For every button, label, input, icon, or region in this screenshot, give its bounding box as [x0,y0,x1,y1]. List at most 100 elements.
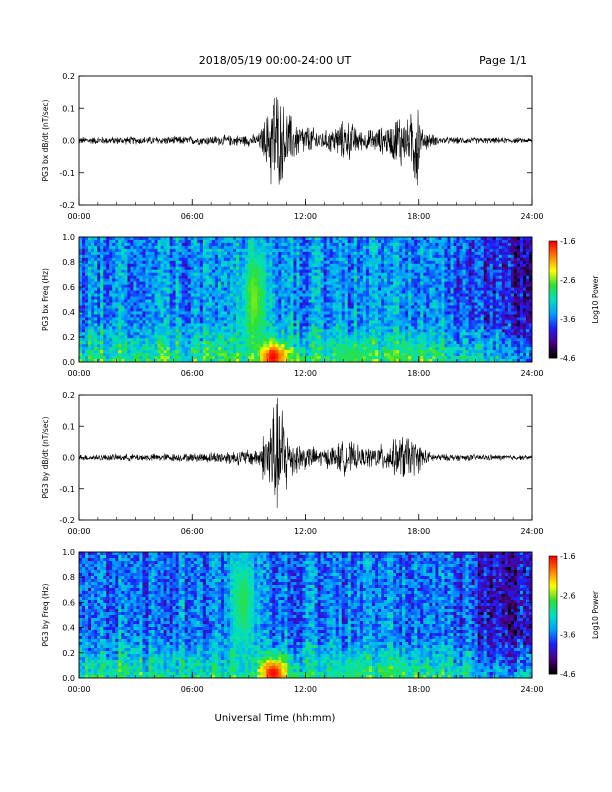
spectrogram-cell [166,311,170,315]
spectrogram-cell [184,323,189,327]
spectrogram-cell [396,281,400,285]
spectrogram-cell [362,308,367,312]
spectrogram-cell [269,266,273,271]
spectrogram-cell [390,335,394,339]
spectrogram-cell [94,305,98,309]
spectrogram-cell [326,338,330,342]
spectrogram-cell [281,335,285,339]
spectrogram-cell [190,350,195,354]
spectrogram-cell [326,278,330,282]
spectrogram-cell [362,275,367,279]
spectrogram-cell [387,242,391,247]
spectrogram-cell [236,347,240,351]
spectrogram-cell [136,314,140,318]
spectrogram-cell [205,314,210,318]
spectrogram-cell [115,275,119,279]
spectrogram-cell [217,242,222,247]
spectrogram-cell [121,344,125,348]
spectrogram-cell [217,314,222,318]
spectrogram-cell [287,263,291,268]
spectrogram-cell [178,338,182,342]
spectrogram-cell [148,263,152,268]
spectrogram-cell [308,296,312,300]
spectrogram-cell [335,269,340,274]
spectrogram-cell [350,296,355,300]
spectrogram-cell [91,260,95,265]
spectrogram-cell [308,323,312,327]
spectrogram-cell [411,338,415,342]
spectrogram-cell [329,332,333,336]
spectrogram-cell [175,278,179,282]
spectrogram-cell [233,237,237,241]
spectrogram-cell [214,245,219,250]
spectrogram-cell [326,272,330,276]
spectrogram-cell [350,338,355,342]
spectrogram-cell [365,272,370,276]
spectrogram-cell [284,287,288,291]
spectrogram-cell [272,359,276,363]
spectrogram-cell [112,269,116,274]
spectrogram-cell [356,275,361,279]
spectrogram-cell [233,290,237,294]
spectrogram-cell [175,305,179,309]
spectrogram-cell [272,299,276,303]
spectrogram-cell [248,248,252,253]
spectrogram-cell [293,287,297,291]
spectrogram-cell [305,320,309,324]
spectrogram-cell [251,245,255,250]
spectrogram-cell [94,332,98,336]
spectrogram-cell [239,290,243,294]
spectrogram-cell [350,239,355,244]
spectrogram-cell [338,239,343,244]
spectrogram-cell [245,284,249,288]
spectrogram-cell [347,305,352,309]
spectrogram-cell [371,353,376,357]
spectrogram-cell [236,275,240,279]
spectrogram-cell [184,287,189,291]
spectrogram-cell [302,314,306,318]
spectrogram-cell [365,359,370,363]
spectrogram-cell [393,332,397,336]
spectrogram-cell [160,296,164,300]
spectrogram-cell [118,257,122,262]
spectrogram-cell [172,251,176,256]
spectrogram-cell [236,284,240,288]
spectrogram-cell [417,314,421,318]
spectrogram-cell [115,350,119,354]
spectrogram-cell [347,302,352,306]
spectrogram-cell [296,335,300,339]
spectrogram-cell [230,293,234,297]
spectrogram-cell [257,275,261,279]
spectrogram-cell [115,341,119,345]
spectrogram-cell [335,290,340,294]
spectrogram-cell [308,308,312,312]
spectrogram-cell [396,290,400,294]
spectrogram-cell [356,302,361,306]
spectrogram-cell [420,284,424,288]
spectrogram-cell [109,293,113,297]
spectrogram-cell [266,332,270,336]
spectrogram-cell [211,266,216,271]
spectrogram-cell [233,293,237,297]
spectrogram-cell [374,272,379,276]
spectrogram-cell [393,248,397,253]
spectrogram-cell [399,332,403,336]
spectrogram-cell [263,320,267,324]
spectrogram-cell [374,251,379,256]
spectrogram-cell [236,266,240,271]
spectrogram-cell [154,242,158,247]
spectrogram-cell [272,245,276,250]
spectrogram-cell [242,263,246,268]
spectrogram-cell [411,281,415,285]
spectrogram-cell [248,263,252,268]
spectrogram-cell [202,242,207,247]
spectrogram-cell [381,326,385,330]
spectrogram-cell [118,260,122,265]
spectrogram-cell [248,311,252,315]
spectrogram-cell [245,266,249,271]
spectrogram-cell [236,320,240,324]
spectrogram-cell [82,260,86,265]
spectrogram-cell [181,281,185,285]
spectrogram-cell [329,284,333,288]
spectrogram-cell [157,278,161,282]
